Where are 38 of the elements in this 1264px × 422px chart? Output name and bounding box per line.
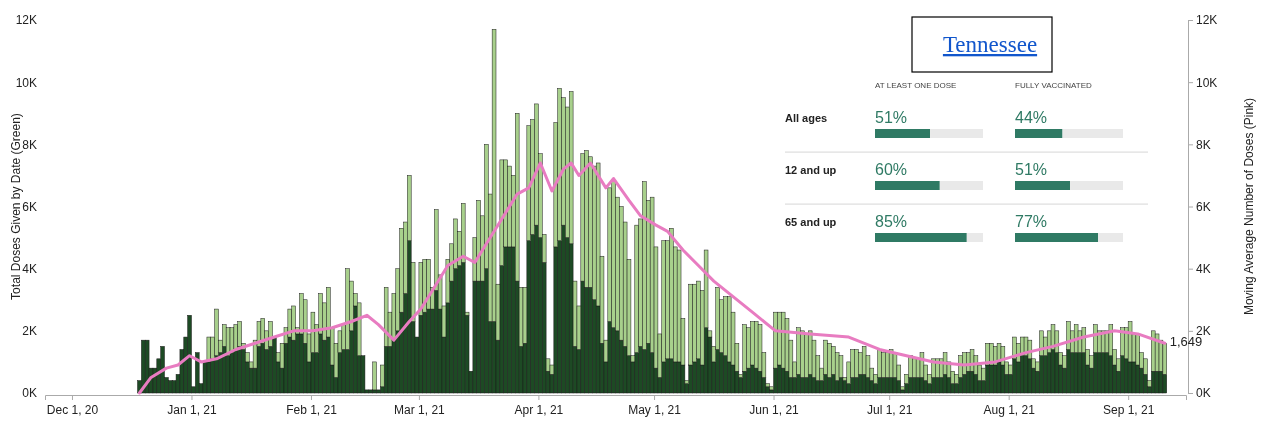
y-tick-label: All ages [785, 112, 828, 124]
chart-title: Tennessee [942, 32, 1038, 57]
data-label: 44% [1015, 109, 1048, 126]
x-tick-label: Feb 1, 21 [286, 402, 338, 417]
y-tick-label: 2K [22, 324, 37, 339]
text: FULLY VACCINATED [1015, 81, 1092, 90]
x-tick-label: Jun 1, 21 [749, 402, 800, 417]
x-tick-label: Mar 1, 21 [394, 402, 446, 417]
y2-tick-label: 0K [1196, 386, 1211, 401]
y2-tick-label: 6K [1196, 199, 1211, 214]
annotation: 1,649 [1169, 334, 1203, 350]
x-tick-label: Aug 1, 21 [983, 402, 1036, 417]
text: AT LEAST ONE DOSE [875, 81, 957, 90]
y-tick-label: 12 and up [785, 164, 837, 176]
x-tick-label: Apr 1, 21 [514, 402, 564, 417]
y-tick-label: 65 and up [785, 216, 837, 228]
y-tick-label: 4K [22, 262, 37, 277]
y-tick-label: 12K [15, 13, 37, 28]
data-label: 85% [875, 213, 908, 230]
x-tick-label: May 1, 21 [628, 402, 682, 417]
x-tick-label: Jul 1, 21 [867, 402, 913, 417]
data-label: 51% [1015, 161, 1048, 178]
y-tick-label: 6K [22, 199, 37, 214]
data-label: 60% [875, 161, 908, 178]
y2-tick-label: 10K [1196, 75, 1218, 90]
y2-tick-label: 12K [1196, 13, 1218, 28]
y-tick-label: 8K [22, 137, 37, 152]
y-tick-label: 10K [15, 75, 37, 90]
y-tick-label: 0K [22, 386, 37, 401]
y2-axis-title: Moving Average Number of Doses (Pink) [1242, 97, 1256, 316]
y2-tick-label: 4K [1196, 262, 1211, 277]
x-tick-label: Jan 1, 21 [167, 402, 217, 417]
data-label: 77% [1015, 213, 1048, 230]
y2-tick-label: 8K [1196, 137, 1211, 152]
x-tick-label: Sep 1, 21 [1102, 402, 1155, 417]
y-axis-title: Total Doses Given by Date (Green) [9, 113, 23, 300]
data-label: 51% [875, 109, 908, 126]
x-tick-label: Dec 1, 20 [46, 402, 99, 417]
